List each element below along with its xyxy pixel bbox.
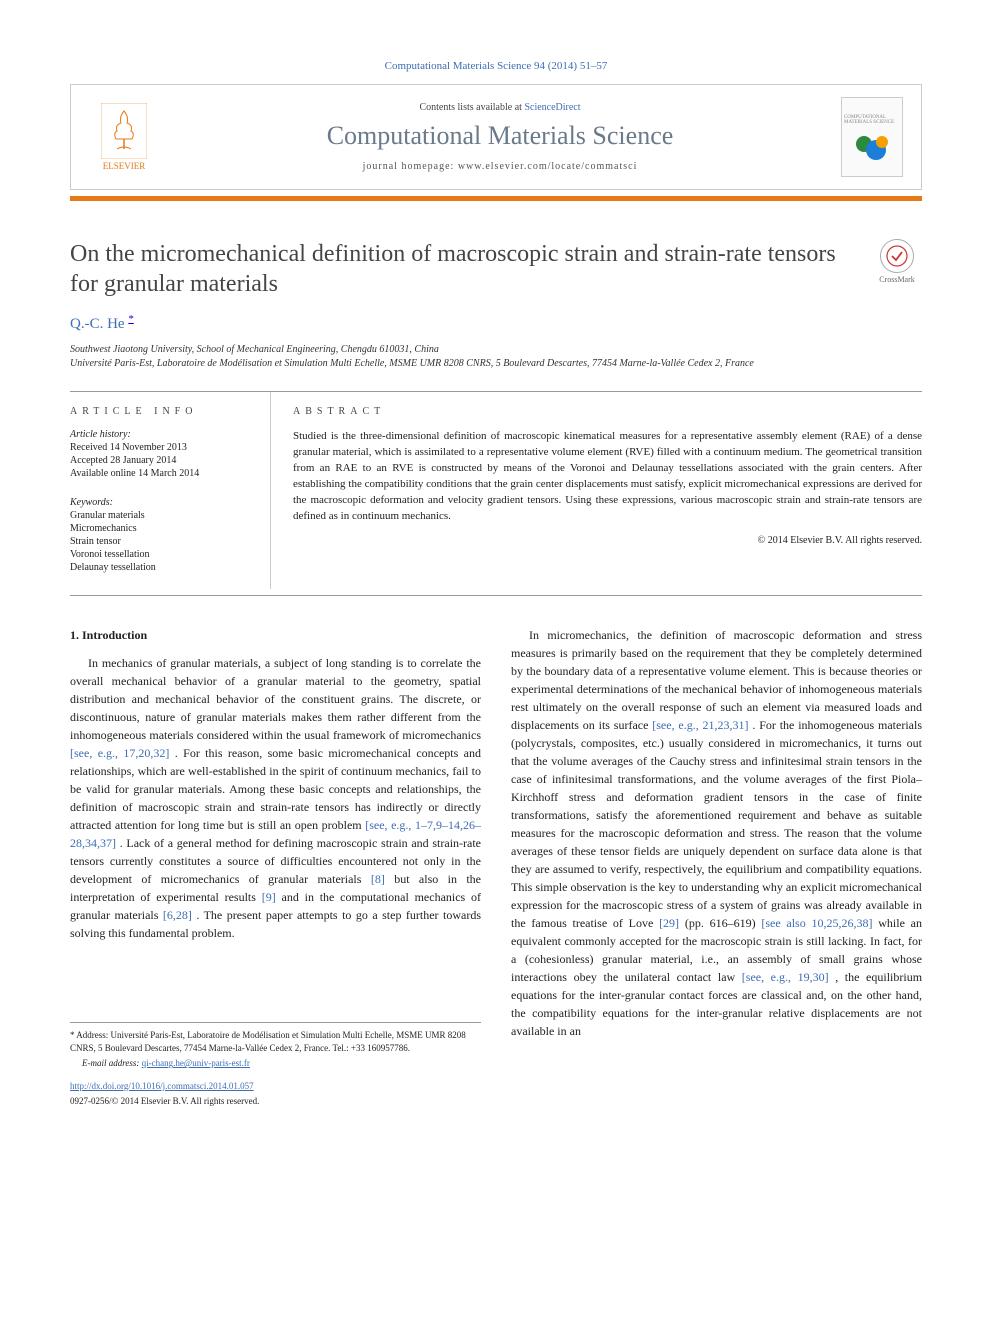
email-link[interactable]: qi-chang.he@univ-paris-est.fr — [142, 1058, 250, 1068]
history-online: Available online 14 March 2014 — [70, 468, 248, 479]
section-heading: 1. Introduction — [70, 626, 481, 644]
crossmark-badge[interactable]: CrossMark — [872, 239, 922, 284]
author-text: Q.-C. He — [70, 316, 125, 332]
affiliation-1: Southwest Jiaotong University, School of… — [70, 343, 922, 357]
banner-center: Contents lists available at ScienceDirec… — [159, 102, 841, 172]
left-column: 1. Introduction In mechanics of granular… — [70, 626, 481, 1111]
citation-link[interactable]: [29] — [659, 916, 679, 930]
email-label: E-mail address: — [82, 1058, 142, 1068]
body-columns: 1. Introduction In mechanics of granular… — [70, 626, 922, 1111]
contents-prefix: Contents lists available at — [419, 102, 524, 113]
cover-graphic-icon — [852, 132, 892, 162]
citation-link[interactable]: [9] — [262, 890, 276, 904]
footnote-address-text: Address: Université Paris-Est, Laboratoi… — [70, 1030, 466, 1053]
keyword-5: Delaunay tessellation — [70, 562, 248, 573]
journal-name: Computational Materials Science — [159, 121, 841, 151]
text: . For the inhomogeneous materials (polyc… — [511, 718, 922, 930]
article-info-column: article info Article history: Received 1… — [70, 392, 270, 589]
email-line: E-mail address: qi-chang.he@univ-paris-e… — [70, 1057, 481, 1070]
keyword-1: Granular materials — [70, 510, 248, 521]
divider-bottom — [70, 595, 922, 596]
affiliations: Southwest Jiaotong University, School of… — [70, 343, 922, 371]
history-accepted: Accepted 28 January 2014 — [70, 455, 248, 466]
article-title: On the micromechanical definition of mac… — [70, 239, 852, 299]
keyword-2: Micromechanics — [70, 523, 248, 534]
keyword-4: Voronoi tessellation — [70, 549, 248, 560]
affiliation-2: Université Paris-Est, Laboratoire de Mod… — [70, 357, 922, 371]
citation-link[interactable]: [see, e.g., 21,23,31] — [652, 718, 748, 732]
article-info-heading: article info — [70, 406, 248, 417]
citation-link[interactable]: [8] — [371, 872, 385, 886]
citation-link[interactable]: [see, e.g., 17,20,32] — [70, 746, 169, 760]
corresponding-address: * Address: Université Paris-Est, Laborat… — [70, 1029, 481, 1054]
author-name: Q.-C. He * — [70, 313, 922, 333]
text: In mechanics of granular materials, a su… — [70, 656, 481, 742]
elsevier-logo: ELSEVIER — [89, 97, 159, 177]
abstract-heading: abstract — [293, 406, 922, 417]
brand-bar — [70, 196, 922, 201]
right-paragraph: In micromechanics, the definition of mac… — [511, 626, 922, 1040]
history-received: Received 14 November 2013 — [70, 442, 248, 453]
text: (pp. 616–619) — [685, 916, 762, 930]
page: Computational Materials Science 94 (2014… — [0, 0, 992, 1151]
contents-line: Contents lists available at ScienceDirec… — [159, 102, 841, 113]
keyword-3: Strain tensor — [70, 536, 248, 547]
footnotes: * Address: Université Paris-Est, Laborat… — [70, 1022, 481, 1108]
citation-link[interactable]: [6,28] — [163, 908, 192, 922]
sciencedirect-link[interactable]: ScienceDirect — [524, 102, 580, 113]
keywords-label: Keywords: — [70, 497, 113, 508]
history-label: Article history: — [70, 429, 131, 440]
journal-reference: Computational Materials Science 94 (2014… — [70, 60, 922, 72]
crossmark-label: CrossMark — [879, 275, 915, 284]
abstract-text: Studied is the three-dimensional definit… — [293, 429, 922, 525]
corresponding-marker[interactable]: * — [128, 313, 134, 325]
abstract-column: abstract Studied is the three-dimensiona… — [270, 392, 922, 589]
issn-line: 0927-0256/© 2014 Elsevier B.V. All right… — [70, 1095, 481, 1108]
citation-link[interactable]: [see, e.g., 19,30] — [742, 970, 829, 984]
doi-link[interactable]: http://dx.doi.org/10.1016/j.commatsci.20… — [70, 1081, 254, 1091]
text: In micromechanics, the definition of mac… — [511, 628, 922, 732]
footnote-marker: * — [70, 1030, 75, 1040]
elsevier-tree-icon — [101, 103, 147, 159]
citation-link[interactable]: [see also 10,25,26,38] — [761, 916, 872, 930]
cover-text: COMPUTATIONAL MATERIALS SCIENCE — [842, 113, 902, 128]
right-column: In micromechanics, the definition of mac… — [511, 626, 922, 1111]
journal-banner: ELSEVIER Contents lists available at Sci… — [70, 84, 922, 190]
abstract-copyright: © 2014 Elsevier B.V. All rights reserved… — [293, 535, 922, 546]
title-row: On the micromechanical definition of mac… — [70, 239, 922, 299]
left-paragraph: In mechanics of granular materials, a su… — [70, 654, 481, 942]
crossmark-icon — [880, 239, 914, 273]
info-abstract-block: article info Article history: Received 1… — [70, 392, 922, 589]
elsevier-label: ELSEVIER — [103, 161, 146, 171]
journal-cover-thumb: COMPUTATIONAL MATERIALS SCIENCE — [841, 97, 903, 177]
homepage-line: journal homepage: www.elsevier.com/locat… — [159, 161, 841, 172]
